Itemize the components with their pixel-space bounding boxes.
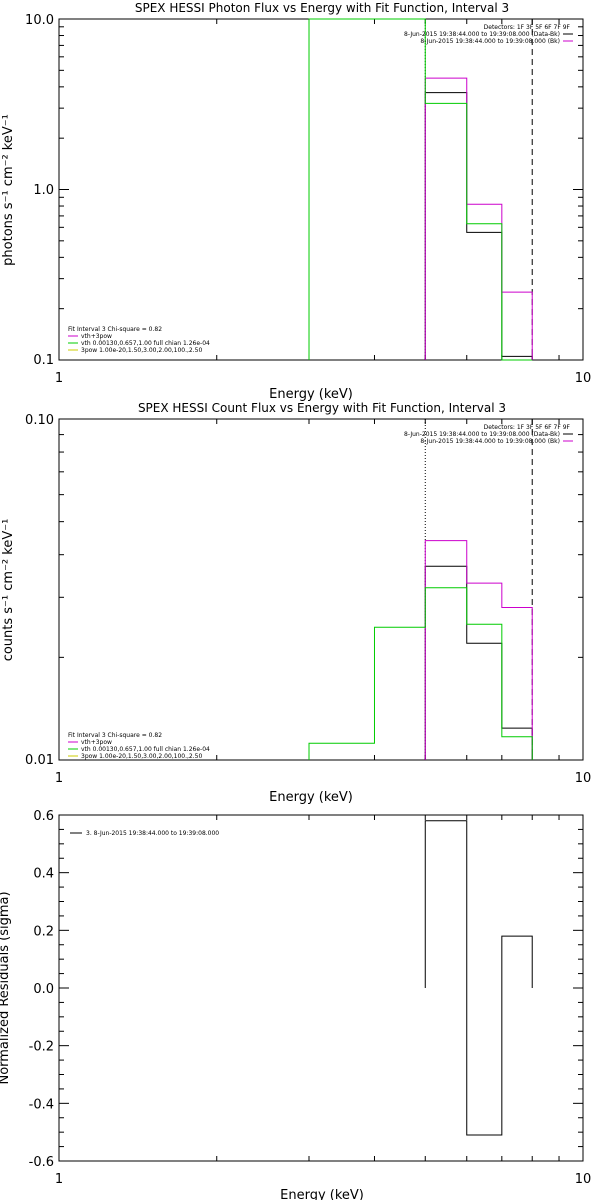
panel3-legend: 3. 8-Jun-2015 19:38:44.000 to 19:39:08.0…	[70, 830, 219, 837]
series-0-histogram	[424, 565, 533, 760]
panel2-x-tick-10: 10	[575, 771, 592, 786]
panel1-y-tick-1.0: 1.0	[33, 183, 54, 198]
panel1-title: SPEX HESSI Photon Flux vs Energy with Fi…	[135, 1, 509, 15]
y-tick-label: -0.6	[29, 1155, 54, 1170]
panel2-legend-topright: Detectors: 1F 3F 5F 6F 7F 9F 8-Jun-2015 …	[404, 424, 573, 445]
panel2-legend-detectors: Detectors: 1F 3F 5F 6F 7F 9F	[484, 424, 571, 431]
residuals-panel: Normalized Residuals (sigma) Energy (keV…	[0, 809, 591, 1200]
panel3-x-axis-label: Energy (keV)	[280, 1188, 364, 1200]
panel3-ticks	[59, 814, 583, 1162]
panel2-x-tick-1: 1	[55, 771, 63, 786]
panel3-y-axis-label: Normalized Residuals (sigma)	[0, 891, 12, 1084]
series-0-histogram	[424, 92, 533, 360]
panel2-y-axis-label: counts s⁻¹ cm⁻² keV⁻¹	[1, 519, 16, 662]
panel3-x-tick-1: 1	[55, 1172, 63, 1187]
panel1-legend-vth: vth 0.00130,0.657,1.00 full chian 1.26e-…	[81, 340, 210, 347]
panel1-x-tick-10: 10	[575, 371, 592, 386]
panel2-y-tick-0.10: 0.10	[25, 413, 54, 428]
panel1-legend-bk: 8-Jun-2015 19:38:44.000 to 19:39:08.000 …	[420, 38, 560, 45]
panel1-legend-bottomleft: Fit Interval 3 Chi-square = 0.82 vth+3po…	[68, 326, 210, 354]
panel1-y-tick-0.1: 0.1	[33, 353, 54, 368]
panel1-legend-3pow: 3pow 1.00e-20,1.50,3.00,2.00,100.,2.50	[81, 347, 202, 354]
y-tick-label: -0.4	[29, 1097, 54, 1112]
panel3-y-tick-labels: -0.6 -0.4 -0.2 0.0 0.2 0.4 0.6	[29, 809, 54, 1170]
series-2-histogram	[308, 587, 533, 760]
count-flux-panel: SPEX HESSI Count Flux vs Energy with Fit…	[1, 401, 591, 805]
panel1-legend-data-bk: 8-Jun-2015 19:38:44.000 to 19:39:08.000 …	[404, 31, 560, 38]
y-tick-label: -0.2	[29, 1040, 54, 1055]
y-tick-label: 0.6	[33, 809, 54, 824]
panel1-legend-vth3pow: vth+3pow	[81, 333, 112, 340]
photon-flux-panel: SPEX HESSI Photon Flux vs Energy with Fi…	[1, 1, 591, 402]
panel1-legend-detectors: Detectors: 1F 3F 5F 6F 7F 9F	[484, 24, 571, 31]
panel1-legend-topright: Detectors: 1F 3F 5F 6F 7F 9F 8-Jun-2015 …	[404, 24, 573, 45]
panel2-x-axis-label: Energy (keV)	[269, 790, 353, 805]
panel2-marks	[308, 419, 533, 760]
panel2-ticks	[59, 418, 583, 761]
panel2-plot-frame	[58, 418, 584, 761]
panel2-legend-vth: vth 0.00130,0.657,1.00 full chian 1.26e-…	[81, 746, 210, 753]
panel3-plot-frame	[58, 814, 584, 1162]
y-tick-label: 0.4	[33, 867, 54, 882]
panel1-plot-frame	[58, 18, 584, 361]
series-1-histogram	[424, 77, 533, 360]
panel1-x-tick-1: 1	[55, 371, 63, 386]
panel1-legend-fit-interval: Fit Interval 3 Chi-square = 0.82	[68, 326, 162, 333]
y-tick-label: 0.2	[33, 924, 54, 939]
panel2-legend-bk: 8-Jun-2015 19:38:44.000 to 19:39:08.000 …	[420, 438, 560, 445]
panel3-legend-entry: 3. 8-Jun-2015 19:38:44.000 to 19:39:08.0…	[86, 830, 219, 837]
series-1-histogram	[424, 540, 533, 760]
panel2-y-tick-0.01: 0.01	[25, 753, 54, 768]
y-tick-label: 0.0	[33, 982, 54, 997]
panel2-legend-fit-interval: Fit Interval 3 Chi-square = 0.82	[68, 732, 162, 739]
panel2-legend-vth3pow: vth+3pow	[81, 739, 112, 746]
series-0-histogram	[424, 820, 533, 1136]
panel1-marks	[308, 18, 533, 361]
panel2-title: SPEX HESSI Count Flux vs Energy with Fit…	[138, 401, 506, 415]
panel3-x-tick-10: 10	[575, 1172, 592, 1187]
panel1-y-axis-label: photons s⁻¹ cm⁻² keV⁻¹	[1, 114, 16, 266]
panel3-marks	[424, 820, 533, 1136]
panel1-x-axis-label: Energy (keV)	[269, 387, 353, 402]
panel2-legend-bottomleft: Fit Interval 3 Chi-square = 0.82 vth+3po…	[68, 732, 210, 760]
panel2-legend-data-bk: 8-Jun-2015 19:38:44.000 to 19:39:08.000 …	[404, 431, 560, 438]
panel1-ticks	[59, 18, 583, 361]
series-2-histogram	[308, 18, 533, 361]
panel1-y-tick-10.0: 10.0	[25, 13, 54, 28]
panel2-legend-3pow: 3pow 1.00e-20,1.50,3.00,2.00,100.,2.50	[81, 753, 202, 760]
